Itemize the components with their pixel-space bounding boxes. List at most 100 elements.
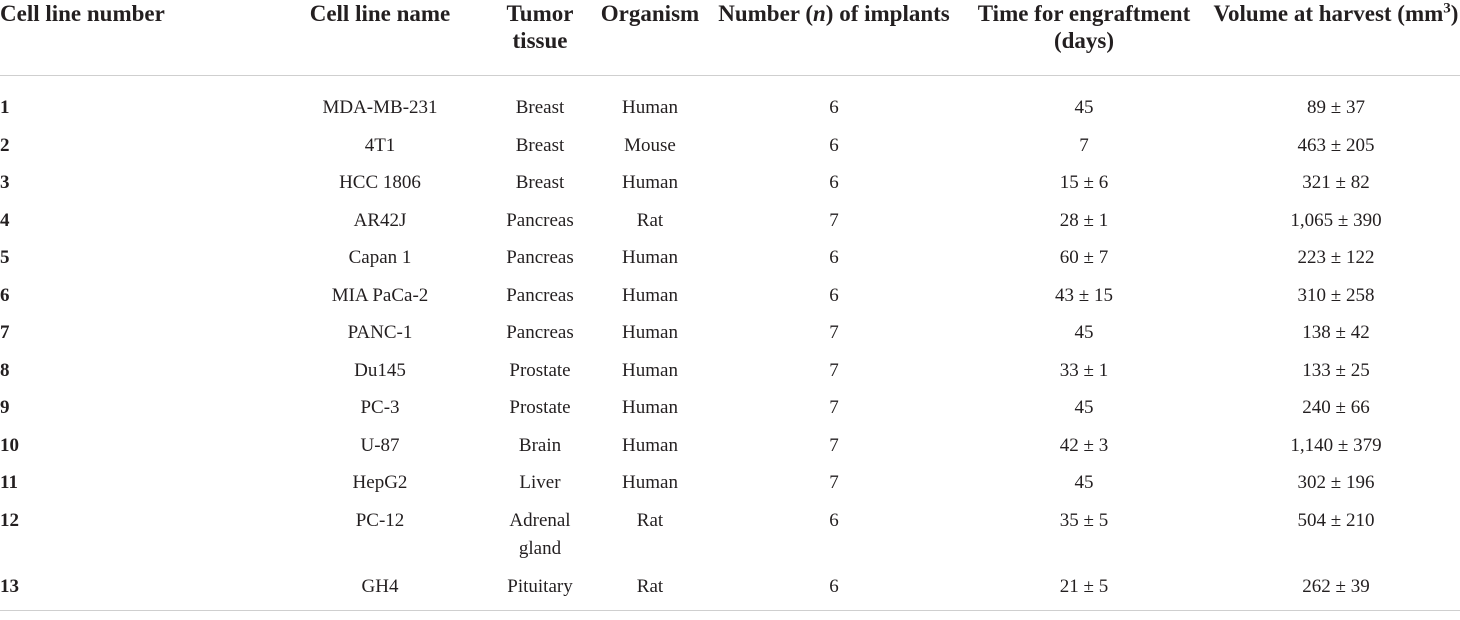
cell-name: U-87 [360,434,400,456]
table-row: 5 Capan 1 Pancreas Human 6 60 ± 7 223 ± … [0,244,1460,282]
header-time-for-engraftment: Time for engraftment (days) [956,0,1212,76]
cell-implants: 7 [829,472,839,493]
table-row: 12 PC-12 Adrenal gland Rat 6 35 ± 5 504 … [0,507,1460,573]
cell-organism: Rat [636,509,664,531]
cell-tissue: Breast [515,172,565,193]
cell-number: 6 [0,284,10,306]
cell-implants: 7 [829,359,839,381]
cell-volume: 302 ± 196 [1297,472,1375,493]
cell-volume: 223 ± 122 [1297,247,1375,268]
cell-volume: 1,065 ± 390 [1290,209,1382,231]
header-cell-line-number: Cell line number [0,0,268,76]
cell-implants: 7 [829,434,839,456]
cell-volume: 240 ± 66 [1302,397,1370,418]
cell-engraftment: 60 ± 7 [1059,247,1109,268]
cell-tissue: Breast [515,97,565,118]
cell-number: 10 [0,434,19,456]
cell-number: 7 [0,322,10,343]
cell-number: 3 [0,172,10,193]
cell-tissue: Pituitary [492,572,588,611]
table-row: 3 HCC 1806 Breast Human 6 15 ± 6 321 ± 8… [0,169,1460,207]
cell-organism: Mouse [624,134,676,156]
cell-volume: 463 ± 205 [1297,134,1375,156]
table-row: 4 AR42J Pancreas Rat 7 28 ± 1 1,065 ± 39… [0,207,1460,245]
cell-implants: 7 [829,397,839,418]
header-implants-n: n [813,1,826,26]
header-implants-prefix: Number ( [718,1,813,26]
cell-organism: Human [622,284,678,306]
header-tumor-tissue: Tumor tissue [492,0,588,76]
cell-number: 13 [0,572,268,611]
cell-name: PC-12 [355,509,405,531]
cell-organism: Rat [636,209,664,231]
table-body: 1 MDA-MB-231 Breast Human 6 45 89 ± 37 2… [0,76,1460,611]
cell-name: HepG2 [352,472,408,493]
header-cell-line-name: Cell line name [268,0,492,76]
cell-tissue: Pancreas [506,209,574,231]
cell-volume: 1,140 ± 379 [1290,434,1382,456]
cell-number: 12 [0,509,19,531]
cell-engraftment: 45 [1074,472,1094,493]
cell-name: PANC-1 [347,322,413,343]
cell-tissue: Pancreas [506,284,574,306]
cell-implants: 7 [829,209,839,231]
cell-name: MIA PaCa-2 [331,284,429,306]
cell-name: PC-3 [360,397,400,418]
cell-tissue: Liver [519,472,561,493]
cell-tissue: Breast [515,134,565,156]
cell-volume: 89 ± 37 [1307,97,1365,118]
cell-engraftment: 33 ± 1 [1059,359,1109,381]
cell-implants: 6 [712,572,956,611]
cell-name: HCC 1806 [339,172,421,193]
cell-engraftment: 28 ± 1 [1059,209,1109,231]
cell-tissue: Prostate [509,359,571,381]
header-organism: Organism [588,0,712,76]
cell-engraftment: 7 [1079,134,1089,156]
cell-name: Capan 1 [348,247,412,268]
cell-number: 4 [0,209,10,231]
cell-engraftment: 42 ± 3 [1059,434,1109,456]
cell-implants: 6 [829,284,839,306]
cell-volume: 321 ± 82 [1302,172,1370,193]
cell-name: GH4 [268,572,492,611]
header-volume-at-harvest: Volume at harvest (mm3) [1212,0,1460,76]
cell-implants: 6 [829,509,839,531]
cell-number: 5 [0,247,10,268]
cell-organism: Human [622,322,678,343]
header-number-of-implants: Number (n) of implants [712,0,956,76]
cell-implants: 6 [829,97,839,118]
cell-volume: 262 ± 39 [1212,572,1460,611]
cell-name: 4T1 [364,134,396,156]
cell-engraftment: 35 ± 5 [1059,509,1109,531]
cell-name: MDA-MB-231 [322,97,438,118]
cell-tissue: Adrenal gland [509,509,571,559]
header-volume-prefix: Volume at harvest (mm [1213,1,1444,26]
cell-implants: 7 [829,322,839,343]
cell-organism: Human [622,247,678,268]
cell-tissue: Brain [518,434,562,456]
cell-implants: 6 [829,134,839,156]
cell-organism: Rat [588,572,712,611]
table-row: 1 MDA-MB-231 Breast Human 6 45 89 ± 37 [0,76,1460,132]
cell-organism: Human [622,397,678,418]
cell-name: Du145 [354,359,406,381]
table-row: 7 PANC-1 Pancreas Human 7 45 138 ± 42 [0,319,1460,357]
cell-volume: 138 ± 42 [1302,322,1370,343]
cell-organism: Human [622,97,678,118]
header-row: Cell line number Cell line name Tumor ti… [0,0,1460,76]
cell-implants: 6 [829,247,839,268]
cell-engraftment: 45 [1074,397,1094,418]
cell-volume: 504 ± 210 [1297,509,1375,531]
header-volume-suffix: ) [1450,1,1459,26]
cell-number: 9 [0,397,10,418]
cell-organism: Human [622,434,678,456]
cell-number: 8 [0,359,10,381]
table-row: 10 U-87 Brain Human 7 42 ± 3 1,140 ± 379 [0,432,1460,470]
cell-implants: 6 [829,172,839,193]
table-row: 6 MIA PaCa-2 Pancreas Human 6 43 ± 15 31… [0,282,1460,320]
table-row: 13 GH4 Pituitary Rat 6 21 ± 5 262 ± 39 [0,572,1460,611]
cell-engraftment: 45 [1074,97,1094,118]
cell-engraftment: 15 ± 6 [1059,172,1109,193]
cell-organism: Human [622,172,678,193]
